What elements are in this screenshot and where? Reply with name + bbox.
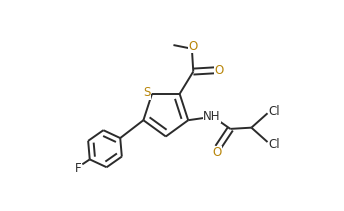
Text: O: O bbox=[188, 40, 197, 53]
Text: O: O bbox=[214, 64, 224, 77]
Text: Cl: Cl bbox=[268, 138, 280, 150]
Text: O: O bbox=[212, 146, 221, 160]
Text: S: S bbox=[143, 86, 151, 99]
Text: Cl: Cl bbox=[268, 105, 280, 118]
Text: F: F bbox=[75, 162, 82, 175]
Text: NH: NH bbox=[203, 110, 221, 123]
